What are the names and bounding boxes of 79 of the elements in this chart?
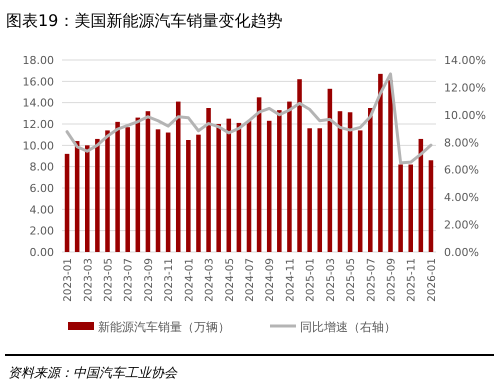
- x-tick-label: 2023-11: [163, 258, 176, 302]
- bar: [388, 80, 393, 252]
- y-tick-label: 12.00: [22, 118, 54, 131]
- bar: [74, 141, 80, 252]
- bar: [115, 122, 120, 252]
- x-tick-label: 2023-05: [102, 258, 114, 302]
- y2-tick-label: 4.00%: [444, 191, 479, 204]
- y-tick-label: 4.00: [30, 203, 54, 216]
- legend-label: 同比增速（右轴）: [300, 320, 396, 334]
- x-tick-label: 2024-11: [284, 258, 296, 302]
- y-tick-label: 18.00: [22, 54, 54, 67]
- legend-label: 新能源汽车销量（万辆）: [98, 320, 230, 334]
- bar: [146, 111, 150, 252]
- y2-tick-label: 2.00%: [444, 218, 479, 232]
- x-tick-label: 2023-09: [142, 258, 155, 302]
- bar: [206, 108, 211, 252]
- bar: [398, 164, 403, 252]
- bar: [358, 130, 362, 252]
- y-tick-label: 0.00: [30, 246, 54, 259]
- bar: [196, 134, 201, 252]
- bar: [156, 129, 160, 252]
- y-tick-label: 10.00: [22, 139, 54, 152]
- text: 资料来源：中国汽车工业协会: [8, 366, 178, 381]
- bar: [226, 118, 232, 252]
- x-tick-label: 2025-11: [406, 258, 418, 302]
- bar: [297, 79, 302, 252]
- bar: [236, 122, 242, 252]
- bar: [216, 124, 221, 252]
- bar: [266, 120, 272, 252]
- bar: [368, 108, 373, 252]
- bar: [125, 127, 130, 252]
- bar: [338, 111, 342, 252]
- bar: [176, 102, 181, 252]
- y2-tick-label: 8.00%: [444, 136, 479, 150]
- y-tick-label: 6.00: [30, 182, 54, 195]
- x-tick-label: 2023-03: [82, 258, 94, 302]
- y2-tick-label: 14.00%: [444, 54, 486, 67]
- y-tick-label: 16.00: [22, 75, 54, 88]
- x-tick-label: 2024-07: [244, 258, 256, 302]
- x-tick-label: 2025-05: [345, 258, 358, 302]
- bar: [64, 154, 70, 252]
- y-tick-label: 14.00: [22, 96, 54, 110]
- x-tick-label: 2025-09: [386, 258, 398, 302]
- line-series: [66, 72, 432, 164]
- bar: [348, 112, 352, 252]
- bar: [136, 118, 140, 252]
- chart-title: 图表19：美国新能源汽车销量变化趋势: [6, 11, 282, 30]
- bar: [418, 138, 424, 252]
- x-tick-label: 2024-09: [264, 258, 276, 302]
- x-tick-label: 2025-03: [324, 258, 337, 302]
- bar: [428, 160, 434, 252]
- bar: [84, 145, 90, 252]
- bar: [246, 120, 252, 252]
- bar: [328, 88, 332, 252]
- bar: [166, 132, 170, 252]
- bar: [287, 102, 292, 252]
- bar: [256, 97, 262, 252]
- y2-tick-label: 12.00%: [444, 81, 486, 94]
- bar: [378, 74, 383, 252]
- bar: [317, 128, 322, 252]
- y2-tick-label: 6.00%: [444, 164, 479, 177]
- x-tick-label: 2023-01: [62, 258, 74, 302]
- y-tick-label: 2.00: [30, 224, 54, 238]
- bar: [186, 140, 191, 252]
- y2-tick-label: 10.00%: [444, 108, 486, 122]
- x-tick-label: 2024-01: [183, 258, 196, 302]
- bar: [105, 130, 110, 252]
- bar: [408, 164, 414, 252]
- x-tick-label: 2025-07: [365, 258, 378, 302]
- bar: [95, 138, 100, 252]
- y-tick-label: 8.00: [30, 160, 54, 174]
- bar: [307, 128, 312, 252]
- x-tick-label: 2025-01: [304, 258, 317, 302]
- x-tick-label: 2024-03: [204, 258, 216, 302]
- bar: [277, 110, 282, 252]
- x-tick-label: 2023-07: [122, 258, 135, 302]
- y2-tick-label: 0.00%: [444, 246, 479, 259]
- x-tick-label: 2024-05: [224, 258, 236, 302]
- x-tick-label: 2026-01: [426, 258, 438, 302]
